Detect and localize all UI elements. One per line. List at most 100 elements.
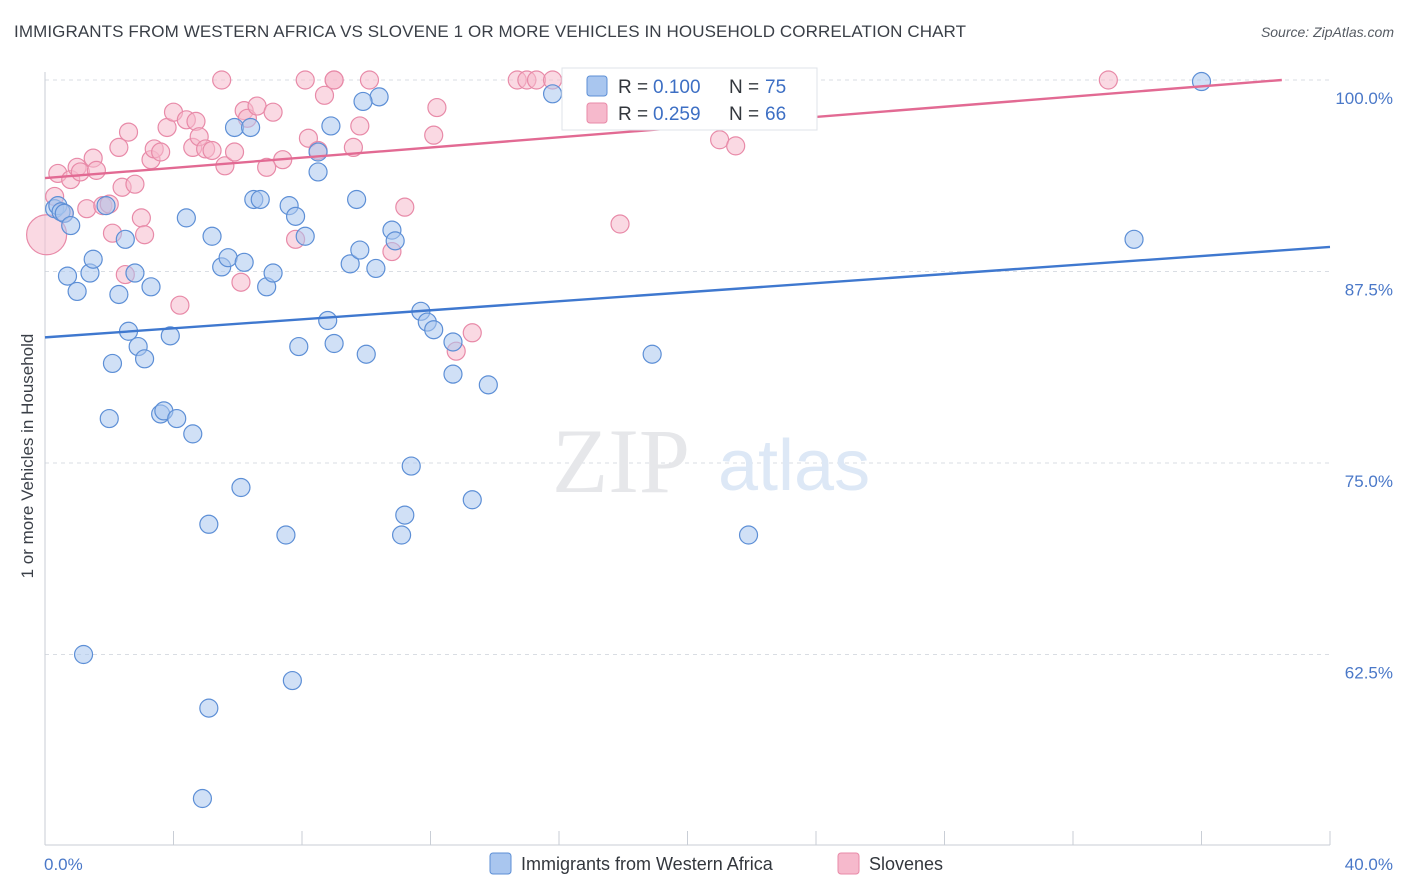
legend-western-africa-label: Immigrants from Western Africa [521, 854, 774, 874]
western-africa-point [318, 310, 338, 331]
western-africa-point [234, 252, 254, 272]
slovene-point [131, 208, 151, 228]
western-africa-point [356, 344, 376, 364]
western-africa-point [321, 116, 341, 136]
stats-blue-n-value: 75 [765, 77, 786, 98]
western-africa-point [67, 281, 87, 302]
y-tick-label: 62.5% [1345, 664, 1393, 683]
slovene-point [202, 140, 222, 161]
western-africa-point [73, 644, 94, 665]
x-tick-label-min: 0.0% [44, 855, 83, 874]
western-africa-point [295, 226, 315, 246]
western-africa-point [282, 670, 302, 691]
western-africa-point [347, 189, 367, 210]
western-africa-point [542, 84, 563, 104]
slovenes-points [26, 70, 1118, 361]
slovene-point [424, 125, 444, 145]
western-africa-point [192, 788, 213, 809]
western-africa-point [199, 514, 219, 534]
slovene-point [26, 214, 68, 256]
slovene-point [314, 85, 335, 105]
western-africa-point [218, 248, 238, 268]
western-africa-point [231, 477, 251, 498]
western-africa-point [176, 208, 196, 228]
western-africa-point [738, 525, 759, 545]
slovene-point [610, 214, 630, 234]
western-africa-point [308, 142, 328, 162]
western-africa-point [308, 162, 328, 182]
slovene-point [395, 197, 415, 217]
slovene-point [151, 142, 171, 162]
stats-blue-r-value: 0.100 [653, 77, 701, 98]
slovene-point [710, 130, 730, 150]
slovene-point [118, 122, 139, 142]
stats-blue-r-label: R = [618, 77, 648, 98]
western-africa-point [183, 424, 203, 444]
slovene-point [170, 295, 190, 315]
slovene-point [134, 225, 155, 245]
slovene-point [350, 116, 370, 136]
source-credit: Source: ZipAtlas.com [1260, 24, 1394, 40]
chart-title: IMMIGRANTS FROM WESTERN AFRICA VS SLOVEN… [14, 22, 967, 41]
y-tick-label: 87.5% [1345, 281, 1393, 300]
watermark: ZIP atlas [552, 410, 870, 512]
slovene-point [109, 137, 129, 158]
western-africa-point [125, 263, 145, 283]
western-africa-point [134, 349, 155, 369]
western-africa-point [115, 229, 135, 249]
slovene-point [324, 70, 344, 90]
western-africa-point [160, 326, 180, 346]
western-africa-point [102, 353, 123, 374]
western-africa-point [401, 456, 421, 476]
slovene-point [212, 70, 232, 90]
slovene-point [125, 174, 145, 194]
western-africa-point [241, 117, 261, 138]
western-africa-point [462, 490, 482, 510]
western-africa-point [224, 117, 245, 138]
western-africa-point [391, 525, 412, 545]
gridlines [45, 79, 1330, 655]
slovene-point [343, 137, 363, 158]
slovene-point [224, 142, 245, 162]
western-africa-point [199, 698, 219, 718]
watermark-atlas: atlas [718, 426, 870, 506]
western-africa-point [57, 266, 78, 286]
western-africa-point [250, 189, 270, 210]
western-africa-point [276, 525, 296, 545]
western-africa-point [83, 249, 103, 269]
western-africa-point [478, 375, 498, 395]
watermark-zip: ZIP [552, 410, 690, 512]
slovene-point [462, 323, 482, 343]
western-africa-point [96, 196, 116, 216]
western-africa-point [366, 258, 386, 279]
legend-slovenes-label: Slovenes [869, 854, 943, 874]
x-tick-label-max: 40.0% [1345, 855, 1393, 874]
stats-box: R = 0.100 N = 75 R = 0.259 N = 66 [561, 67, 818, 131]
stats-pink-n-label: N = [729, 104, 759, 125]
y-tick-labels: 100.0% 87.5% 75.0% 62.5% [1335, 89, 1393, 683]
slovene-point [427, 97, 447, 118]
stats-pink-n-value: 66 [765, 104, 786, 125]
slovene-point [359, 70, 380, 90]
legend: Immigrants from Western Africa Slovenes [489, 852, 943, 875]
western-africa-point [395, 505, 415, 525]
y-tick-label: 100.0% [1335, 89, 1393, 108]
slovene-point [77, 199, 97, 219]
stats-blue-n-label: N = [729, 77, 759, 98]
x-ticks: 0.0% 40.0% [44, 831, 1393, 874]
stats-pink-swatch [586, 102, 608, 124]
y-tick-label: 75.0% [1345, 472, 1393, 491]
stats-pink-r-value: 0.259 [653, 104, 701, 125]
slovene-point [215, 156, 235, 176]
western-africa-point [353, 91, 373, 112]
stats-blue-swatch [586, 75, 608, 97]
slovene-point [1098, 70, 1118, 90]
western-africa-point [285, 206, 306, 226]
western-africa-point [263, 263, 283, 283]
western-africa-point [202, 226, 222, 246]
western-africa-point [324, 333, 344, 354]
slovene-point [726, 136, 746, 156]
western-africa-point [385, 231, 405, 251]
western-africa-point [340, 254, 360, 274]
